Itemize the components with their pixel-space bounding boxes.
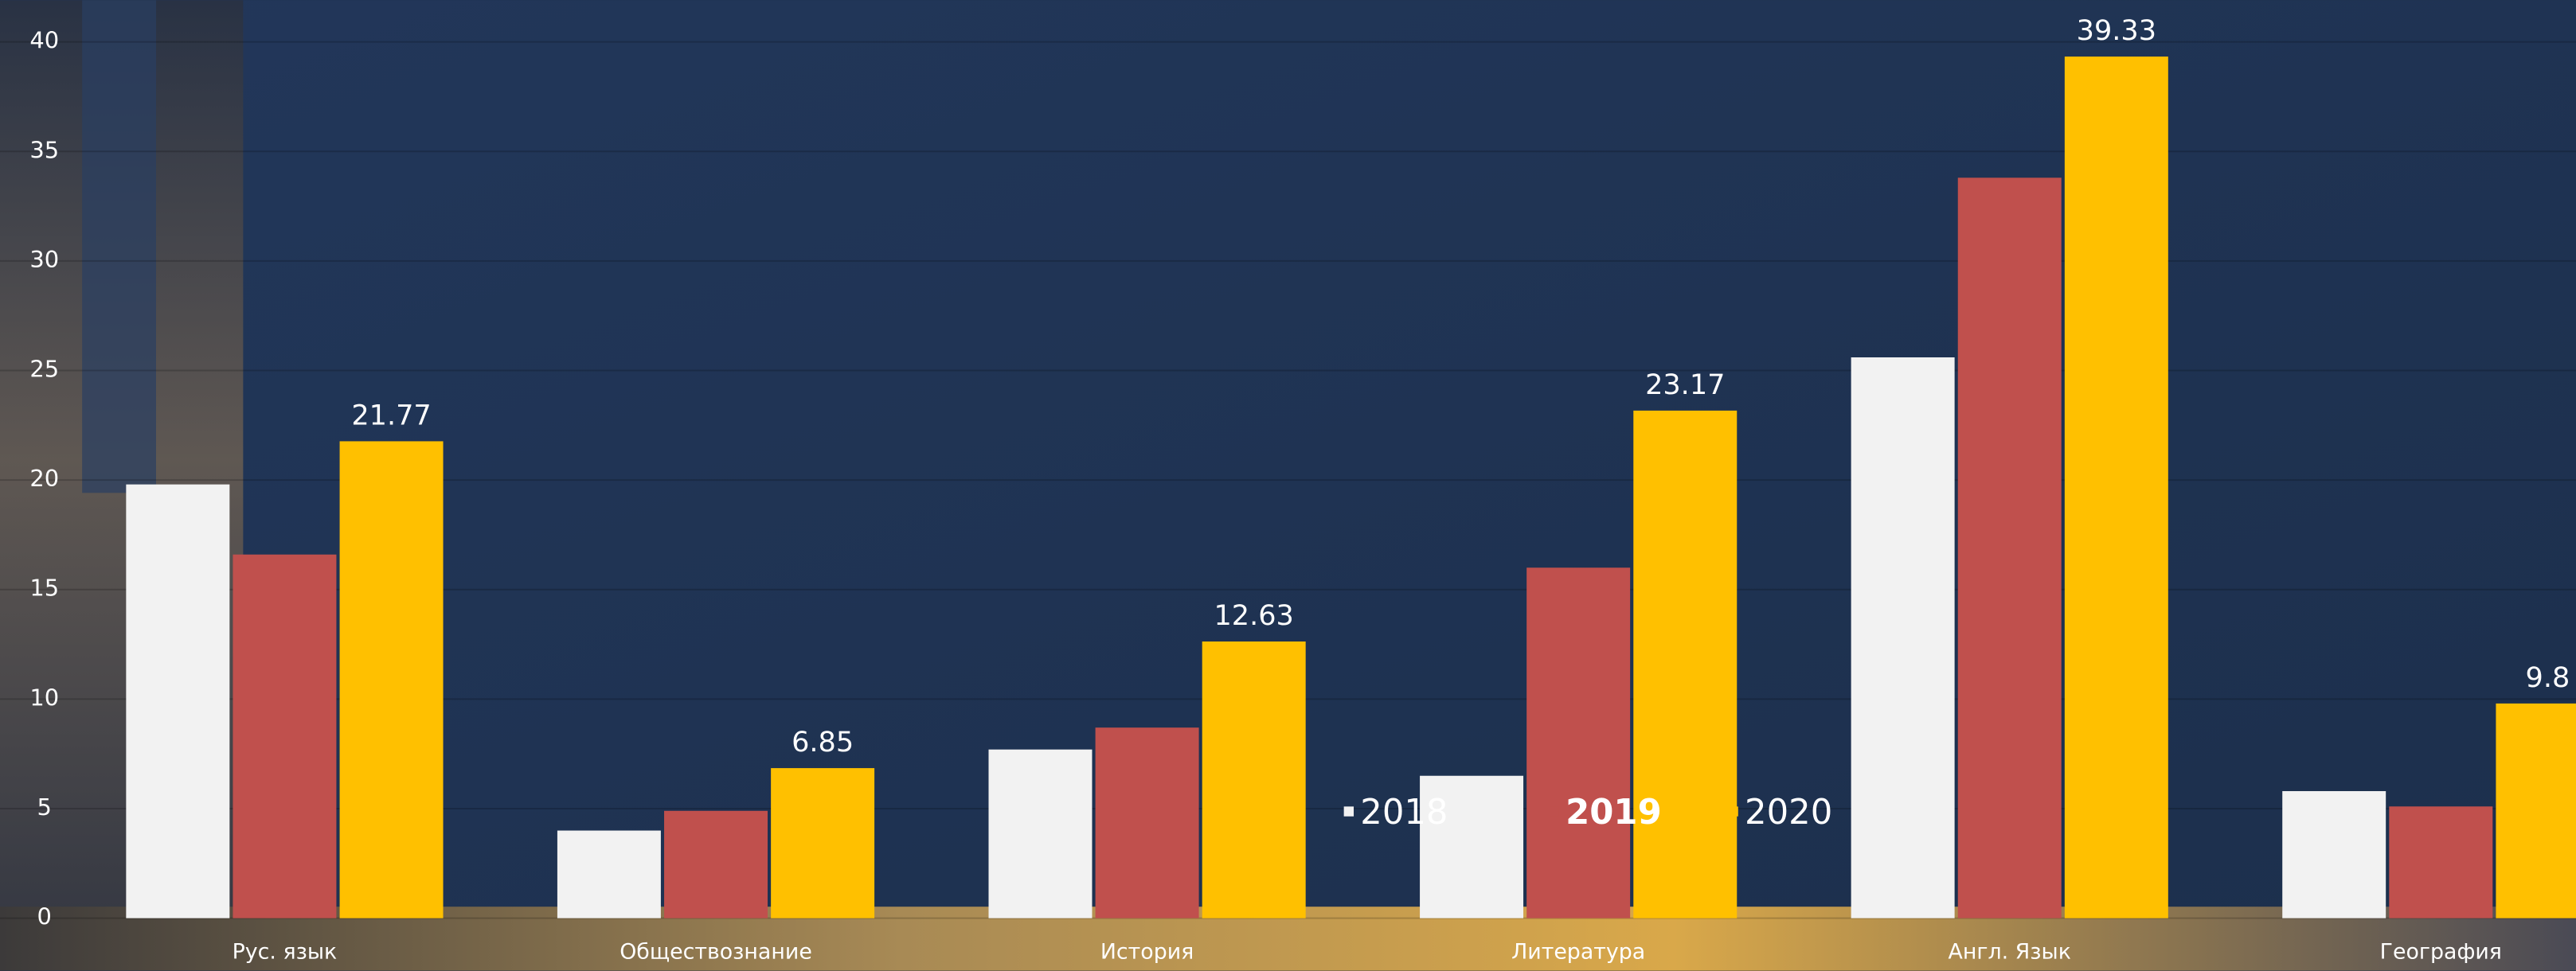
y-tick-label: 40 [29,27,59,54]
y-tick-label: 25 [29,356,59,383]
y-tick-label: 20 [29,465,59,492]
bar [126,485,229,918]
x-tick-label: География [2380,939,2502,964]
bar [988,750,1092,918]
chart: 0 5 10 15 20 25 30 35 40 Рус. язык 21.77 Обществозн… [0,0,2576,971]
bar [1633,411,1737,918]
bar [557,831,661,918]
legend-label: 2019 [1566,793,1662,833]
data-label: 23.17 [1645,369,1725,401]
bar [1851,357,1955,918]
photo-building [82,0,156,493]
bar [340,441,444,918]
data-label: 12.63 [1214,599,1293,632]
legend-marker [1550,806,1559,816]
bar [1202,641,1306,918]
y-tick-label: 5 [37,794,52,821]
bar [1096,727,1199,918]
bar [2496,704,2576,918]
y-tick-label: 35 [29,136,59,163]
x-tick-label: Литература [1511,939,1645,964]
bar [1958,177,2062,918]
x-tick-label: Обществознание [620,939,812,964]
bar [664,811,768,918]
legend-label: 2020 [1745,793,1832,833]
x-tick-label: Рус. язык [233,939,338,964]
bar [771,768,874,918]
data-label: 6.85 [792,726,854,758]
y-tick-label: 0 [37,903,52,930]
bar [2065,57,2168,918]
bar [2282,791,2386,918]
data-label: 9.8 [2526,661,2570,694]
legend-label: 2018 [1360,793,1448,833]
y-tick-label: 30 [29,246,59,273]
data-label: 39.33 [2077,14,2156,47]
x-tick-label: Англ. Язык [1949,939,2071,964]
legend-marker [1344,806,1354,816]
y-tick-label: 10 [29,684,59,711]
legend-marker [1728,806,1738,816]
y-tick-label: 15 [29,575,59,602]
bar [2389,806,2492,918]
page: {"chart_data": {"type": "bar", "categori… [0,0,2576,971]
bar [1526,567,1630,918]
data-label: 21.77 [351,399,431,431]
x-tick-label: История [1100,939,1194,964]
bar [233,555,336,918]
